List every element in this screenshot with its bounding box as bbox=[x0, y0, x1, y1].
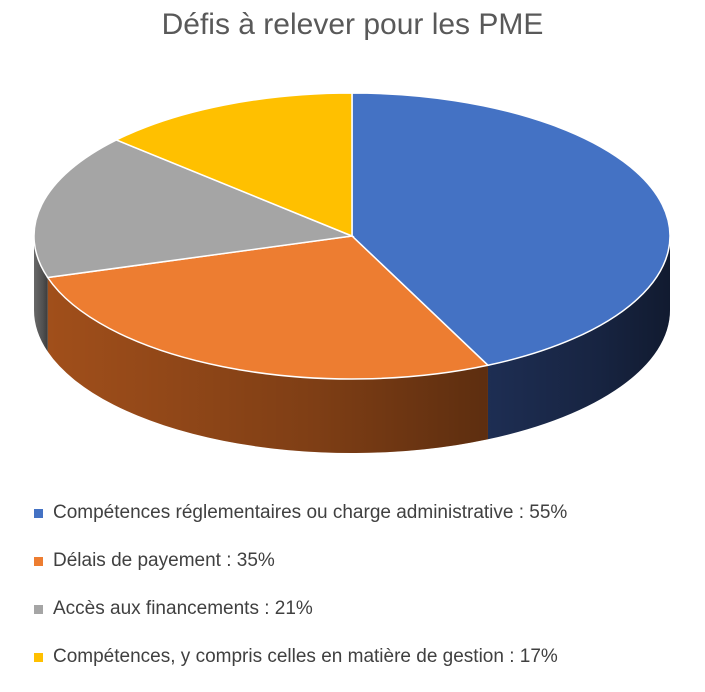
legend-label: Accès aux financements : 21% bbox=[53, 598, 313, 619]
legend-item: Délais de payement : 35% bbox=[34, 548, 704, 574]
legend-label: Compétences, y compris celles en matière… bbox=[53, 646, 558, 667]
pie-chart bbox=[33, 92, 671, 453]
legend-swatch-icon bbox=[34, 652, 43, 662]
legend-item: Accès aux financements : 21% bbox=[34, 596, 704, 622]
pie-slice-side-shade bbox=[487, 236, 670, 440]
legend-swatch-icon bbox=[34, 556, 43, 566]
pie-slice bbox=[114, 92, 353, 238]
legend: Compétences réglementaires ou charge adm… bbox=[34, 500, 704, 692]
pie-slice bbox=[351, 92, 671, 367]
pie-sides bbox=[34, 236, 670, 453]
legend-swatch-icon bbox=[34, 604, 43, 614]
pie-slice bbox=[33, 139, 355, 279]
legend-item: Compétences réglementaires ou charge adm… bbox=[34, 500, 704, 526]
legend-item: Compétences, y compris celles en matière… bbox=[34, 644, 704, 670]
pie-slice bbox=[46, 235, 490, 380]
pie-slice-side-shade bbox=[47, 277, 488, 453]
legend-label: Compétences réglementaires ou charge adm… bbox=[53, 502, 568, 523]
legend-swatch-icon bbox=[34, 508, 43, 518]
chart-title: Défis à relever pour les PME bbox=[161, 8, 544, 41]
pie-slice-side-shade bbox=[34, 236, 48, 352]
pie-tops bbox=[33, 92, 671, 380]
legend-label: Délais de payement : 35% bbox=[53, 550, 275, 571]
